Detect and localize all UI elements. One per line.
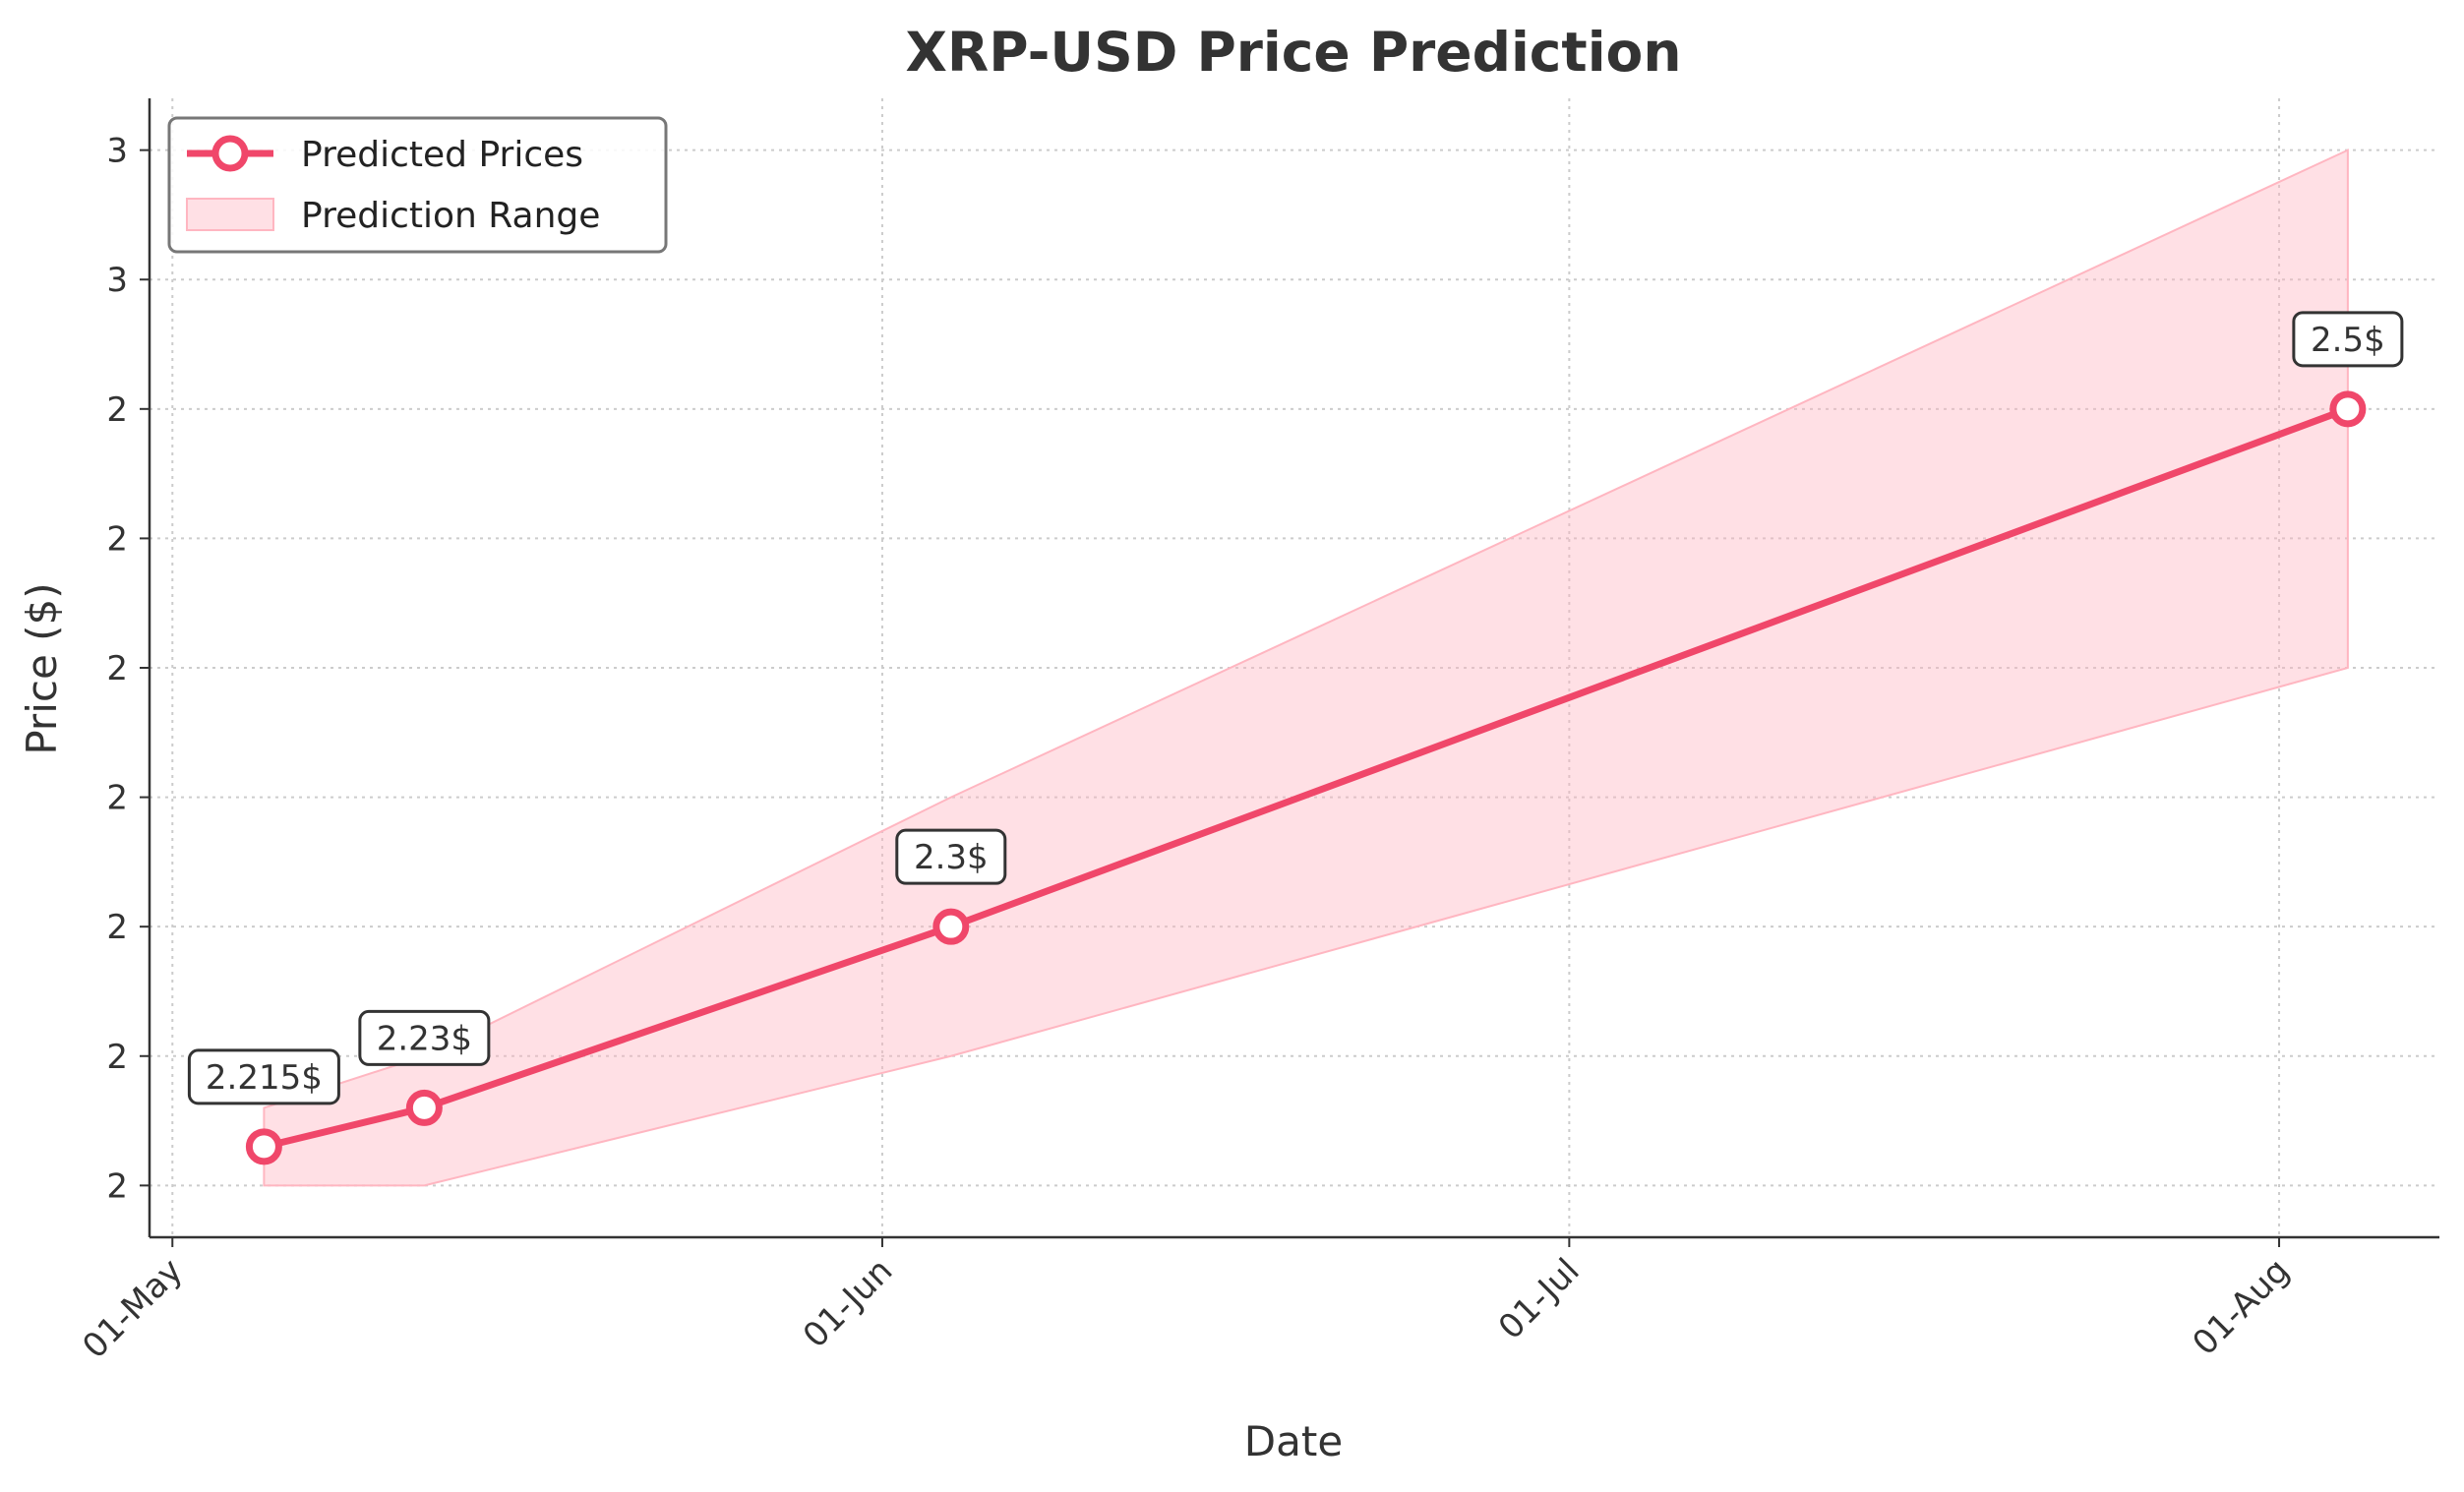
predicted-prices-line [263, 405, 2350, 1151]
prediction-range-area [263, 149, 2349, 1187]
data-point [245, 1128, 282, 1165]
legend-frame [167, 116, 668, 254]
y-tick-label: 2 [106, 1038, 128, 1077]
y-tick-label: 2 [106, 519, 128, 559]
legend-band-swatch [186, 198, 274, 231]
annotation-label: 2.23$ [377, 1019, 472, 1058]
legend-label-range: Prediction Range [301, 196, 600, 236]
y-tick-label: 3 [106, 261, 128, 300]
legend-marker-swatch [211, 135, 249, 172]
legend: Predicted Prices Prediction Range [167, 116, 668, 254]
annotation-box [2292, 311, 2404, 368]
annotation-label: 2.215$ [206, 1058, 323, 1098]
chart-title: XRP-USD Price Prediction [906, 21, 1682, 84]
x-tick-label: 01-Jun [796, 1251, 900, 1355]
predicted-prices-polyline [263, 405, 2350, 1151]
annotation-label: 2.3$ [914, 838, 989, 877]
y-tick-label: 2 [106, 908, 128, 947]
annotation-box [895, 828, 1007, 885]
data-point [405, 1089, 443, 1126]
x-axis-label: Date [1244, 1417, 1343, 1465]
y-tick-label: 2 [106, 649, 128, 688]
x-tick-label: 01-Jul [1491, 1251, 1588, 1347]
y-tick-label: 3 [106, 132, 128, 171]
x-tick-label: 01-May [75, 1251, 190, 1366]
data-point [932, 908, 970, 945]
x-tick-label: 01-Aug [2185, 1251, 2297, 1363]
data-points [245, 390, 2367, 1165]
data-point [2329, 390, 2367, 428]
annotation-box [358, 1009, 491, 1066]
grid-lines [150, 98, 2439, 1237]
legend-label-predicted: Predicted Prices [301, 135, 583, 175]
y-tick-label: 2 [106, 390, 128, 430]
annotation-label: 2.5$ [2311, 321, 2385, 360]
prediction-range-band [263, 149, 2349, 1187]
annotation-box [187, 1048, 340, 1105]
x-axis-ticks: 01-May 01-Jun 01-Jul 01-Aug [75, 1237, 2297, 1366]
y-axis-label: Price ($) [18, 582, 66, 754]
y-axis-ticks: 2 2 2 2 2 2 2 3 3 [106, 132, 150, 1206]
y-tick-label: 2 [106, 1166, 128, 1206]
y-tick-label: 2 [106, 779, 128, 818]
data-annotations: 2.215$ 2.23$ 2.3$ 2.5$ [187, 311, 2404, 1105]
